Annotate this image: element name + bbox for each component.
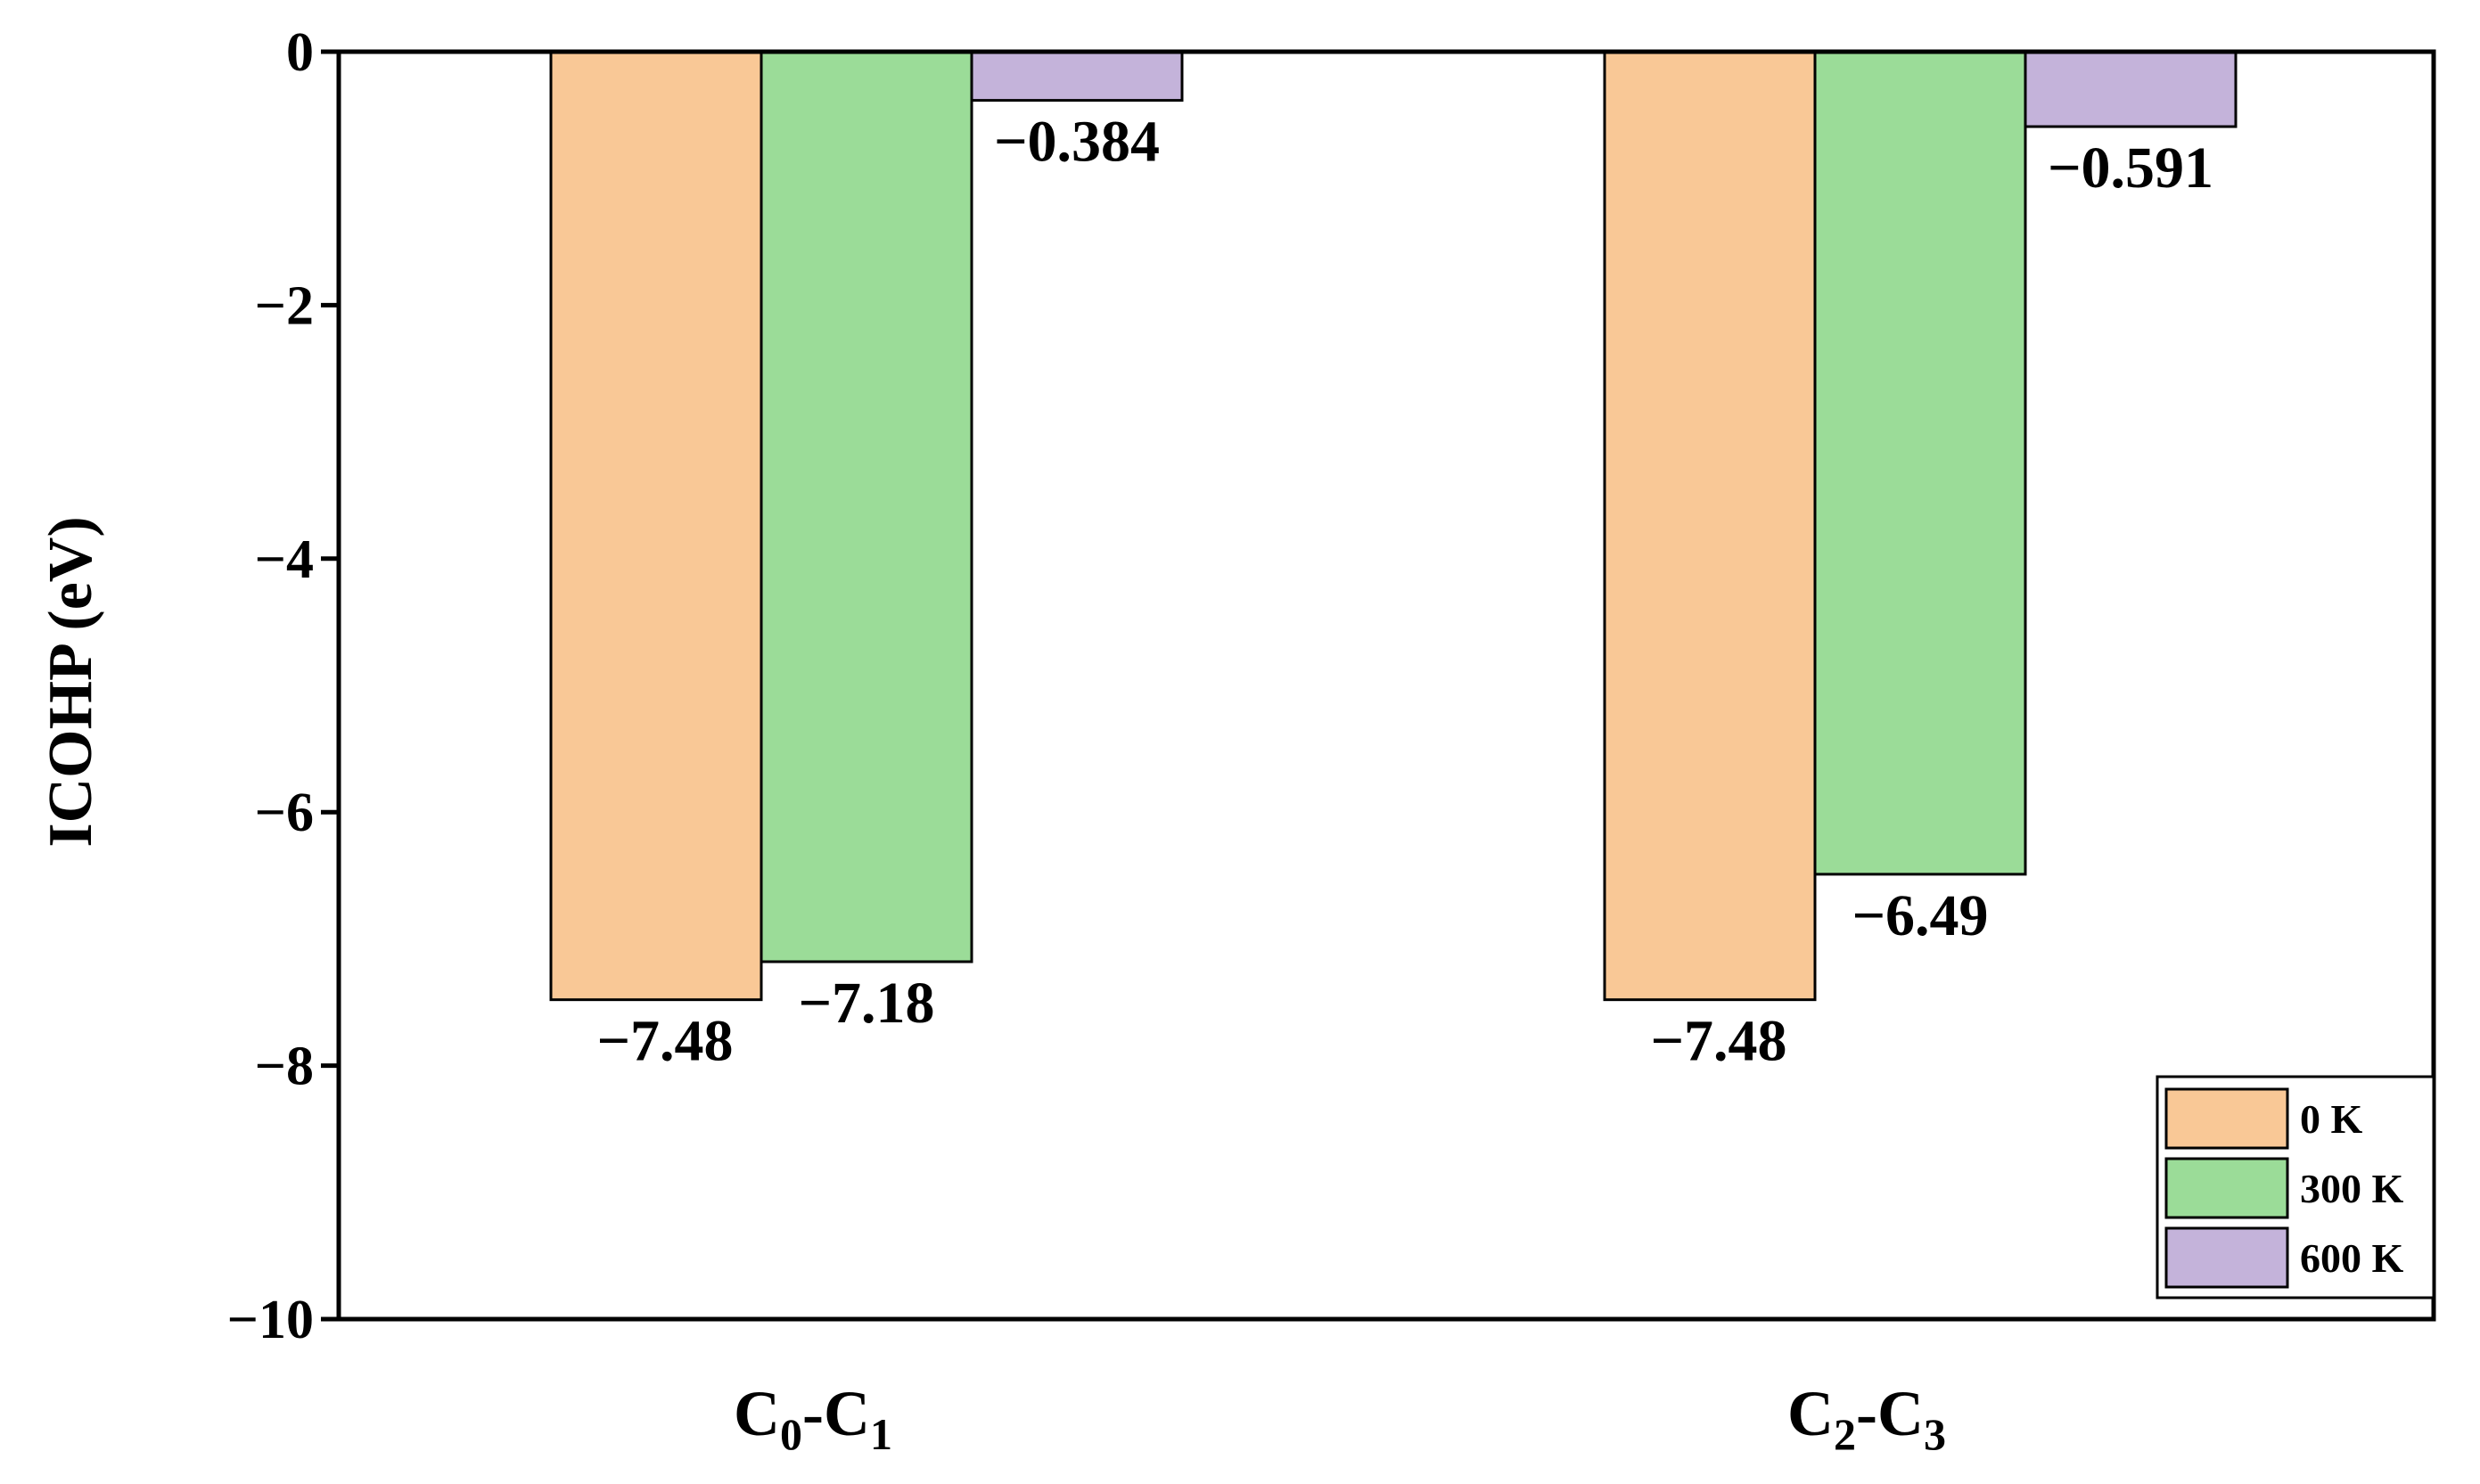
y-tick-label: −8 xyxy=(255,1037,314,1097)
bar-0k-cat0 xyxy=(549,50,763,1002)
legend-swatch xyxy=(2164,1087,2289,1150)
legend-swatch xyxy=(2164,1157,2289,1219)
data-label: −0.384 xyxy=(994,110,1160,175)
y-tick-label: −4 xyxy=(255,529,314,590)
y-tick-label: −6 xyxy=(255,783,314,843)
data-label: −7.48 xyxy=(596,1009,733,1074)
y-tick-label: −2 xyxy=(255,275,314,336)
x-tick-label: C2-C3 xyxy=(1787,1378,1946,1459)
bar-600k-cat0 xyxy=(970,50,1184,102)
bar-600k-cat1 xyxy=(2024,50,2238,128)
data-labels-layer: −7.48 −7.48 −7.18 −6.49 −0.384 −0.591 xyxy=(596,110,2213,1074)
bar-300k-cat1 xyxy=(1813,50,2027,876)
legend-label: 0 K xyxy=(2300,1096,2363,1142)
axes-layer: 0 −2 −4 −6 −8 −10 C0-C1 C2-C3 xyxy=(227,22,2436,1459)
x-tick-label: C0-C1 xyxy=(734,1378,892,1459)
data-label: −6.49 xyxy=(1852,883,1988,948)
bar-0k-cat1 xyxy=(1603,50,1817,1002)
data-label: −7.18 xyxy=(798,971,934,1036)
y-axis-title: ICOHP (eV) xyxy=(37,516,105,847)
legend-swatch xyxy=(2164,1226,2289,1289)
bar-300k-cat0 xyxy=(760,50,973,963)
y-tick-label: −10 xyxy=(227,1290,314,1350)
legend: 0 K 300 K 600 K xyxy=(2156,1075,2435,1300)
data-label: −0.591 xyxy=(2048,135,2213,201)
bars-layer xyxy=(549,50,2238,1002)
legend-label: 300 K xyxy=(2300,1166,2404,1211)
y-tick-label: 0 xyxy=(286,22,314,83)
data-label: −7.48 xyxy=(1650,1009,1786,1074)
plot-frame xyxy=(336,49,2436,1322)
legend-label: 600 K xyxy=(2300,1235,2404,1281)
